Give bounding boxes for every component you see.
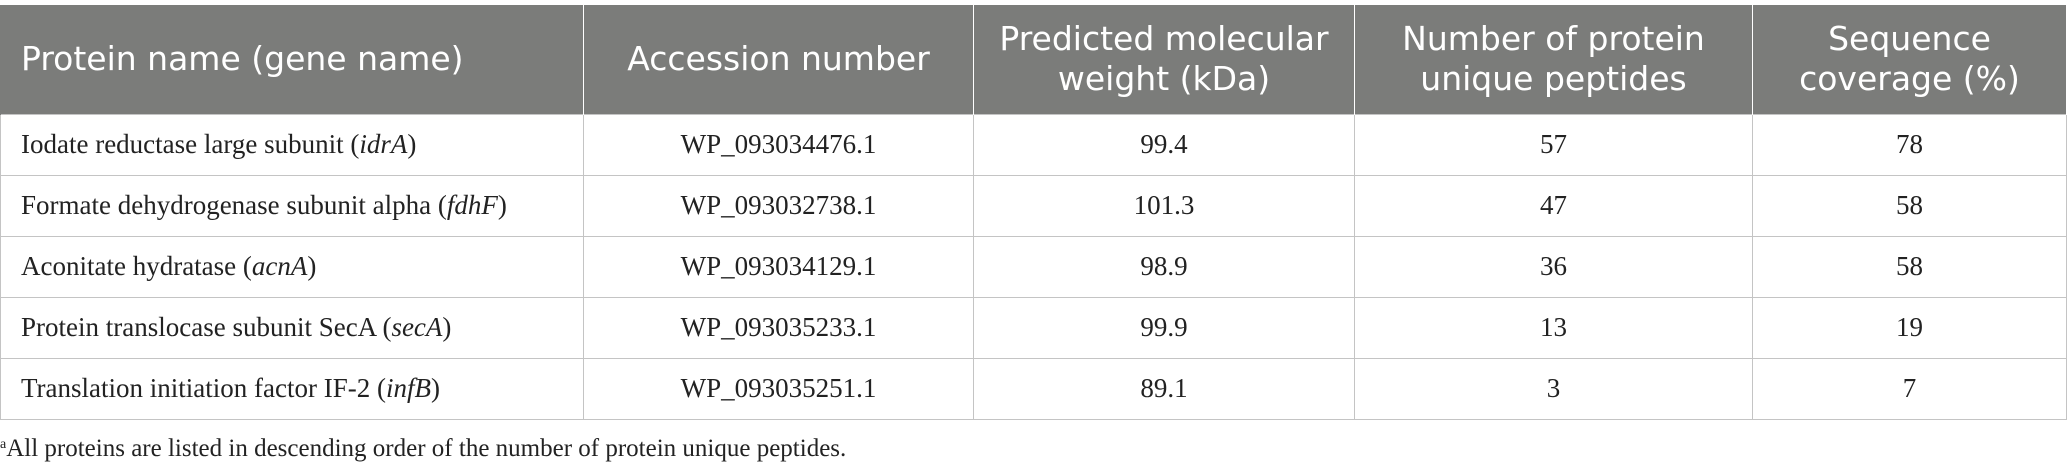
cell-coverage: 58 (1752, 235, 2067, 298)
gene-name: fdhF (446, 190, 498, 220)
protein-label: Translation initiation factor IF-2 ( (21, 373, 386, 403)
cell-molecular-weight: 99.4 (973, 113, 1355, 176)
header-molecular-weight: Predicted molecular weight (kDa) (973, 5, 1355, 114)
cell-accession: WP_093034129.1 (583, 235, 974, 298)
table-header-row: Protein name (gene name) Accession numbe… (0, 5, 2067, 114)
table-row: Aconitate hydratase (acnA) WP_093034129.… (0, 235, 2067, 298)
table-row: Iodate reductase large subunit (idrA) WP… (0, 113, 2067, 176)
cell-unique-peptides: 36 (1354, 235, 1753, 298)
cell-accession: WP_093032738.1 (583, 174, 974, 237)
cell-unique-peptides: 57 (1354, 113, 1753, 176)
table-footnote: aAll proteins are listed in descending o… (0, 435, 846, 463)
gene-name: infB (385, 373, 431, 403)
paren-close: ) (497, 190, 507, 220)
protein-label: Iodate reductase large subunit ( (21, 129, 360, 159)
footnote-text: All proteins are listed in descending or… (6, 435, 847, 462)
cell-unique-peptides: 13 (1354, 296, 1753, 359)
cell-coverage: 78 (1752, 113, 2067, 176)
protein-label: Aconitate hydratase ( (21, 251, 252, 281)
cell-coverage: 58 (1752, 174, 2067, 237)
header-protein-name: Protein name (gene name) (0, 5, 584, 114)
cell-molecular-weight: 101.3 (973, 174, 1355, 237)
header-sequence-coverage: Sequence coverage (%) (1752, 5, 2067, 114)
table-row: Translation initiation factor IF-2 (infB… (0, 357, 2067, 420)
cell-molecular-weight: 89.1 (973, 357, 1355, 420)
gene-name: acnA (251, 251, 308, 281)
paren-close: ) (307, 251, 317, 281)
cell-accession: WP_093035233.1 (583, 296, 974, 359)
gene-name: idrA (359, 129, 408, 159)
gene-name: secA (391, 312, 443, 342)
cell-protein-name: Translation initiation factor IF-2 (infB… (0, 357, 584, 420)
cell-accession: WP_093035251.1 (583, 357, 974, 420)
protein-table-container: Protein name (gene name) Accession numbe… (0, 5, 2067, 420)
cell-coverage: 19 (1752, 296, 2067, 359)
paren-close: ) (430, 373, 440, 403)
cell-protein-name: Iodate reductase large subunit (idrA) (0, 113, 584, 176)
cell-unique-peptides: 3 (1354, 357, 1753, 420)
cell-protein-name: Protein translocase subunit SecA (secA) (0, 296, 584, 359)
table-row: Protein translocase subunit SecA (secA) … (0, 296, 2067, 359)
cell-coverage: 7 (1752, 357, 2067, 420)
cell-protein-name: Aconitate hydratase (acnA) (0, 235, 584, 298)
cell-molecular-weight: 99.9 (973, 296, 1355, 359)
cell-protein-name: Formate dehydrogenase subunit alpha (fdh… (0, 174, 584, 237)
paren-close: ) (442, 312, 452, 342)
protein-label: Formate dehydrogenase subunit alpha ( (21, 190, 447, 220)
footnote-marker: a (0, 437, 7, 452)
cell-unique-peptides: 47 (1354, 174, 1753, 237)
cell-molecular-weight: 98.9 (973, 235, 1355, 298)
header-accession-number: Accession number (583, 5, 974, 114)
protein-label: Protein translocase subunit SecA ( (21, 312, 392, 342)
table-row: Formate dehydrogenase subunit alpha (fdh… (0, 174, 2067, 237)
header-unique-peptides: Number of protein unique peptides (1354, 5, 1753, 114)
protein-table: Protein name (gene name) Accession numbe… (0, 5, 2067, 420)
paren-close: ) (407, 129, 417, 159)
cell-accession: WP_093034476.1 (583, 113, 974, 176)
